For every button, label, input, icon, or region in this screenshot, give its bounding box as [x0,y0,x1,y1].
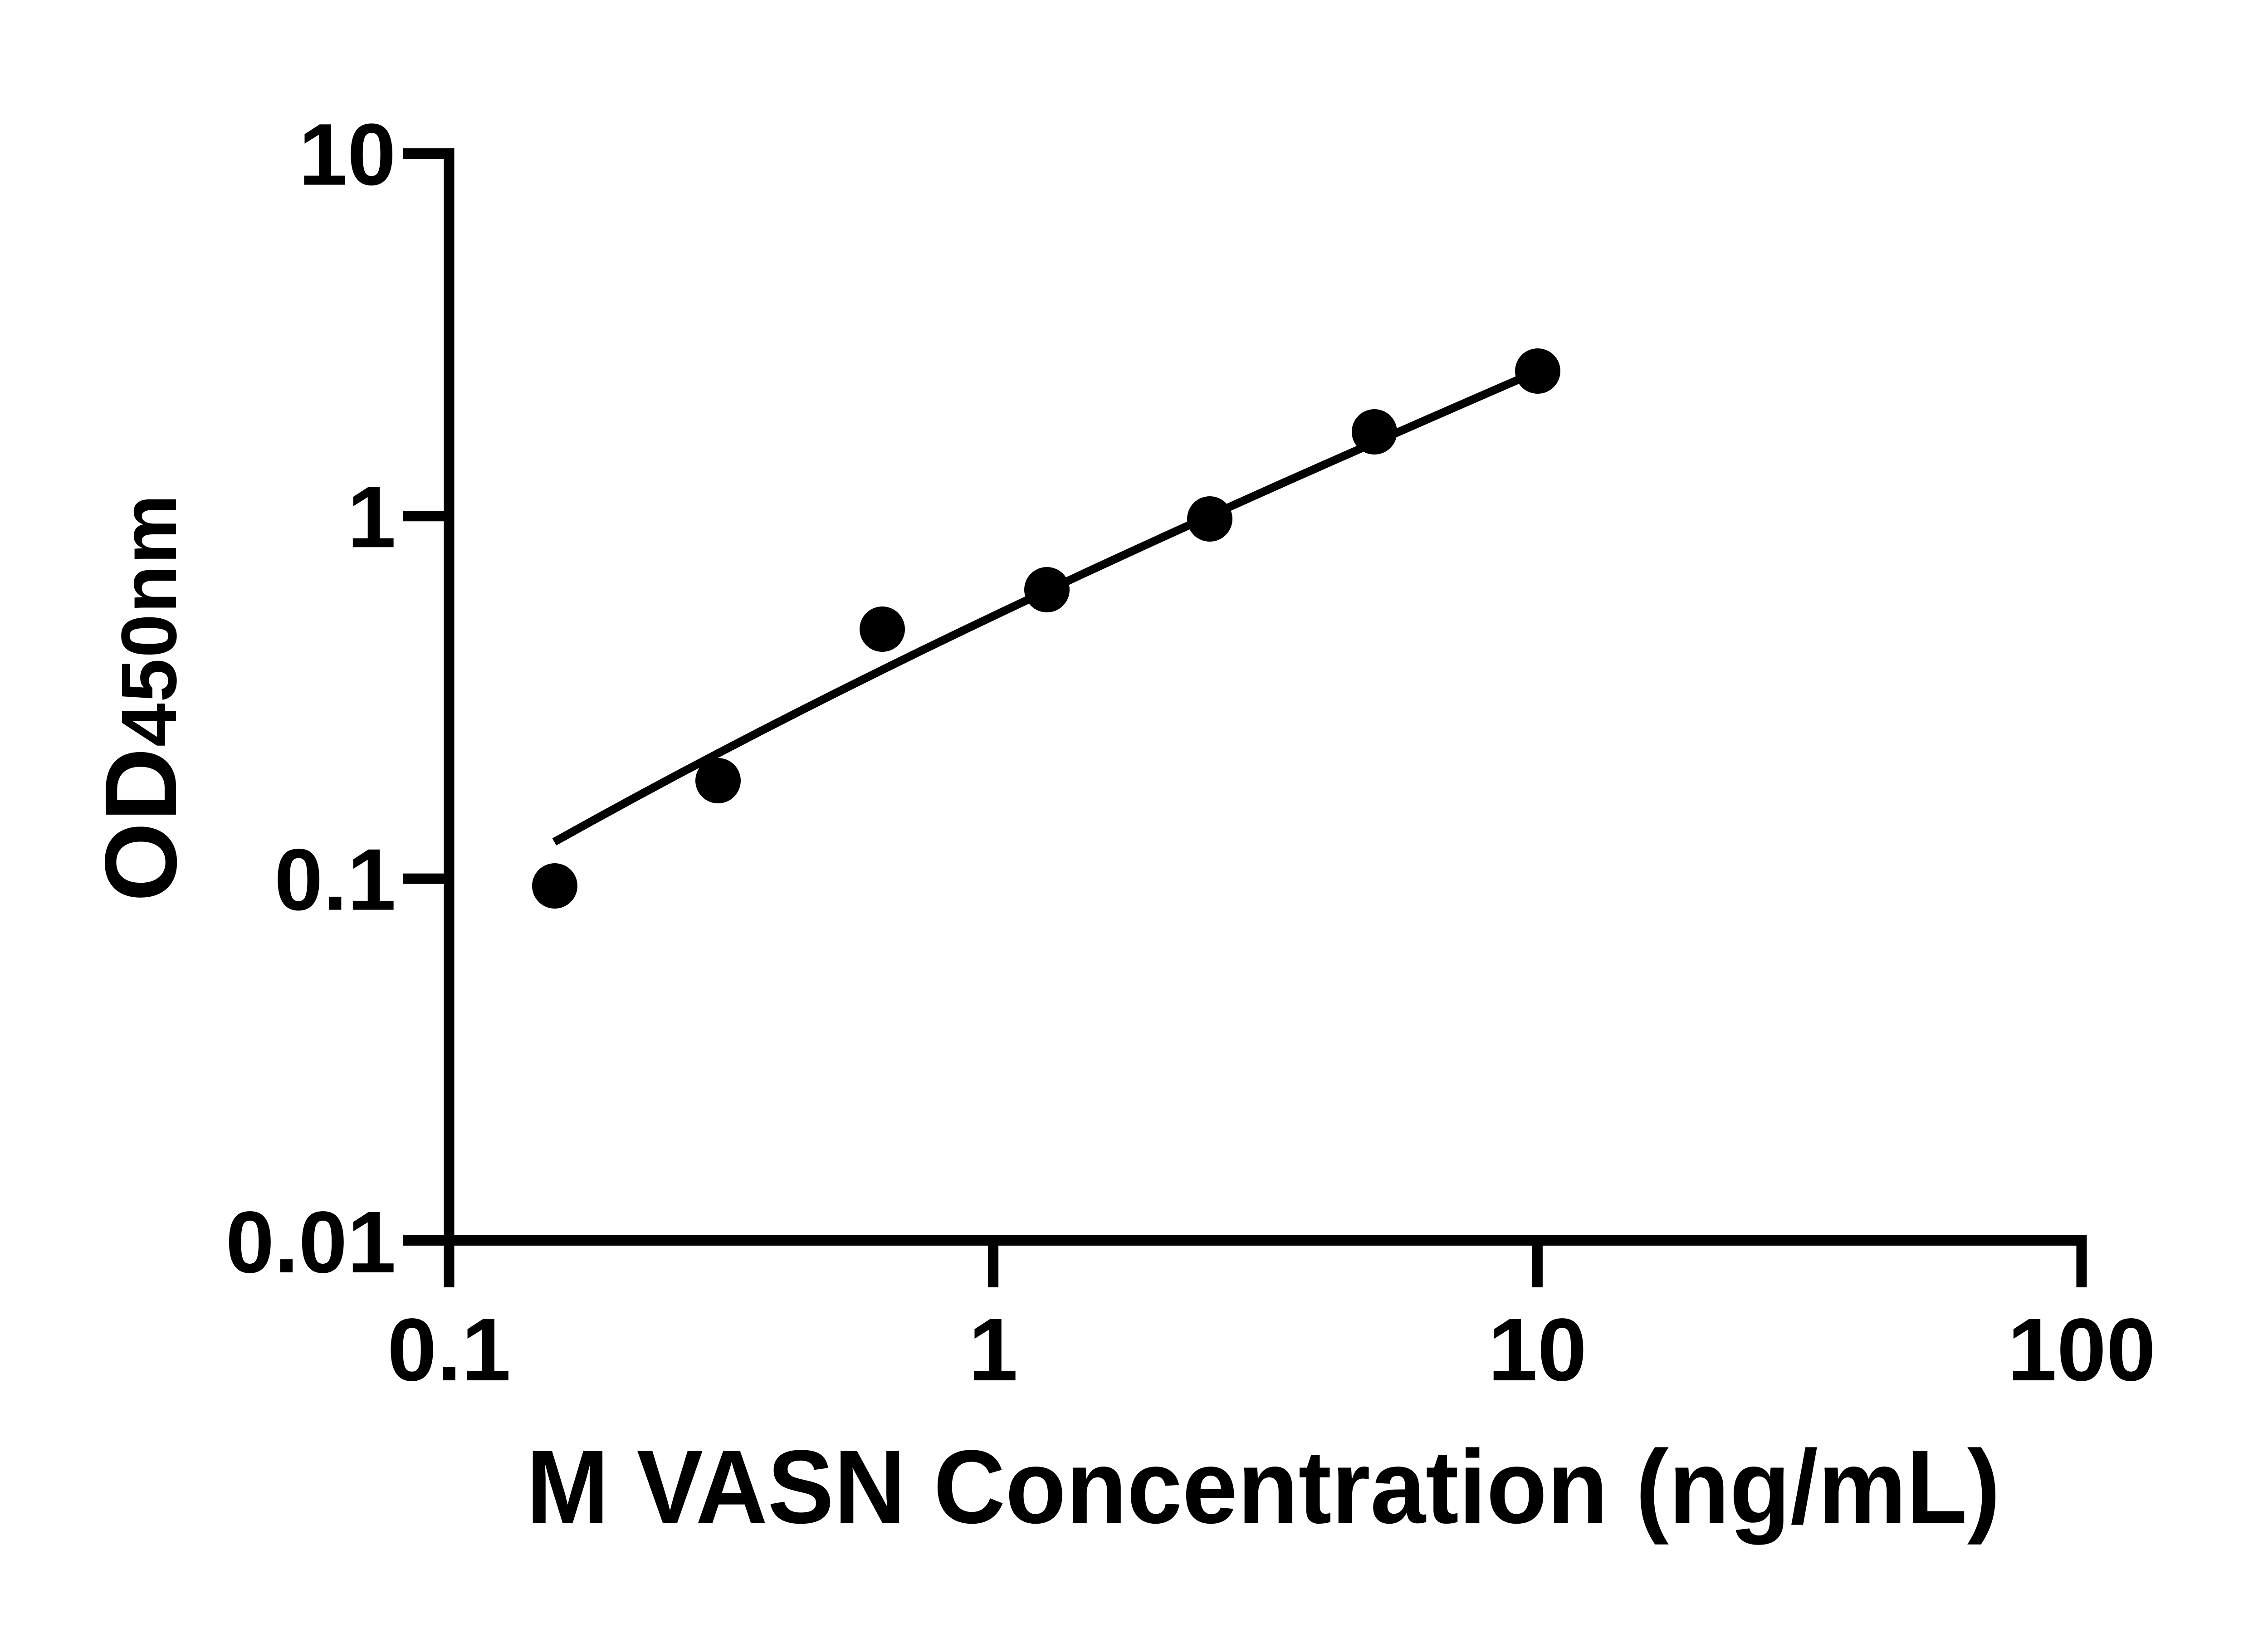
svg-text:100: 100 [2007,1300,2156,1399]
svg-text:OD450nm: OD450nm [83,494,198,902]
svg-text:M VASN Concentration (ng/mL): M VASN Concentration (ng/mL) [526,1428,2000,1545]
svg-text:1: 1 [968,1300,1018,1399]
svg-text:1: 1 [347,468,396,566]
svg-text:0.1: 0.1 [387,1300,511,1399]
svg-text:10: 10 [1488,1300,1587,1399]
svg-text:0.1: 0.1 [274,831,396,929]
svg-text:10: 10 [298,105,396,203]
svg-text:0.01: 0.01 [225,1193,396,1291]
